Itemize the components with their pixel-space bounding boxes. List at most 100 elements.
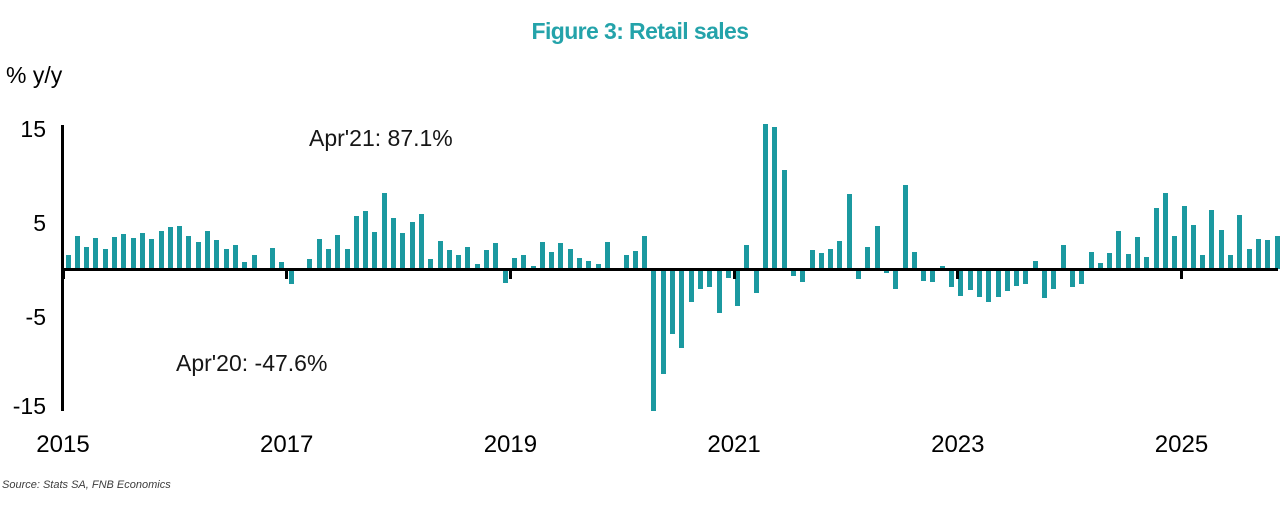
bar-month-130 bbox=[1274, 235, 1280, 270]
bar-month-104 bbox=[1032, 261, 1038, 270]
bar-month-61 bbox=[632, 250, 638, 270]
bar-month-86 bbox=[865, 246, 871, 270]
bar-month-107 bbox=[1060, 245, 1066, 270]
bar-month-7 bbox=[130, 237, 136, 270]
bar-month-16 bbox=[214, 240, 220, 270]
bar-month-89 bbox=[893, 269, 899, 290]
bar-month-56 bbox=[586, 261, 592, 270]
bar-month-54 bbox=[567, 248, 573, 270]
bar-month-27 bbox=[316, 239, 322, 270]
bar-month-52 bbox=[549, 251, 555, 270]
bar-month-19 bbox=[242, 262, 248, 270]
bar-month-120 bbox=[1181, 205, 1187, 270]
bar-month-93 bbox=[930, 269, 936, 282]
bar-month-60 bbox=[623, 255, 629, 270]
bar-month-76 bbox=[772, 126, 778, 270]
bar-month-117 bbox=[1153, 208, 1159, 270]
bar-month-57 bbox=[595, 263, 601, 270]
bar-month-126 bbox=[1237, 215, 1243, 270]
bar-month-4 bbox=[102, 248, 108, 270]
bar-month-80 bbox=[809, 249, 815, 270]
bar-month-79 bbox=[800, 269, 806, 282]
bar-month-103 bbox=[1023, 269, 1029, 284]
bar-month-15 bbox=[205, 231, 210, 270]
bar-month-13 bbox=[186, 235, 192, 270]
bar-month-96 bbox=[958, 269, 964, 296]
bar-month-1 bbox=[74, 235, 80, 270]
bar-month-65 bbox=[670, 269, 675, 335]
bar-month-128 bbox=[1255, 239, 1261, 270]
bar-month-26 bbox=[307, 259, 313, 270]
bar-month-121 bbox=[1190, 225, 1196, 270]
x-tick-mark-2015 bbox=[61, 270, 65, 279]
bar-month-116 bbox=[1144, 257, 1150, 270]
bar-month-51 bbox=[539, 242, 545, 270]
bar-month-77 bbox=[781, 169, 787, 270]
bar-month-129 bbox=[1265, 240, 1271, 270]
bar-month-37 bbox=[409, 221, 415, 270]
bar-month-6 bbox=[121, 233, 127, 270]
bar-month-10 bbox=[158, 231, 164, 270]
bar-month-50 bbox=[530, 265, 536, 270]
chart-title: Figure 3: Retail sales bbox=[531, 18, 749, 44]
bar-month-111 bbox=[1097, 262, 1103, 270]
bar-month-118 bbox=[1162, 193, 1168, 270]
bar-month-95 bbox=[949, 269, 954, 288]
bar-month-55 bbox=[577, 258, 582, 270]
bar-month-42 bbox=[456, 255, 462, 270]
x-tick-label-2017: 2017 bbox=[259, 431, 314, 458]
bar-month-24 bbox=[288, 269, 294, 284]
bar-month-22 bbox=[270, 247, 276, 270]
x-tick-label-2015: 2015 bbox=[36, 431, 90, 458]
x-tick-label-2025: 2025 bbox=[1154, 431, 1209, 458]
bar-month-18 bbox=[232, 245, 238, 270]
bar-month-74 bbox=[753, 269, 759, 293]
bar-month-3 bbox=[93, 237, 99, 270]
bar-month-113 bbox=[1116, 231, 1122, 270]
bar-month-70 bbox=[716, 269, 722, 313]
bar-month-125 bbox=[1228, 254, 1233, 270]
bar-month-100 bbox=[995, 269, 1001, 297]
bar-month-62 bbox=[642, 235, 648, 270]
bar-month-66 bbox=[679, 269, 685, 348]
bar-month-94 bbox=[939, 265, 945, 270]
annotation-apr21-peak: Apr'21: 87.1% bbox=[309, 125, 453, 151]
bar-month-122 bbox=[1200, 254, 1206, 270]
x-tick-label-2019: 2019 bbox=[483, 431, 538, 458]
bar-month-105 bbox=[1042, 269, 1047, 298]
bar-month-45 bbox=[484, 249, 489, 270]
bar-month-47 bbox=[502, 269, 508, 283]
y-axis-line bbox=[61, 125, 64, 411]
bar-month-68 bbox=[697, 269, 703, 290]
bar-month-20 bbox=[251, 255, 257, 270]
bar-month-91 bbox=[911, 251, 917, 270]
x-tick-mark-2025 bbox=[1180, 270, 1183, 279]
bar-month-31 bbox=[353, 215, 359, 270]
x-tick-label-2023: 2023 bbox=[931, 431, 985, 458]
bar-month-109 bbox=[1079, 269, 1085, 284]
bar-month-48 bbox=[511, 258, 517, 270]
bar-month-87 bbox=[874, 226, 880, 270]
bar-month-49 bbox=[521, 255, 527, 270]
bar-month-38 bbox=[418, 214, 424, 270]
annotation-apr20-trough: Apr'20: -47.6% bbox=[176, 350, 328, 376]
bar-month-32 bbox=[363, 211, 369, 270]
bar-month-73 bbox=[744, 245, 750, 270]
bar-month-127 bbox=[1246, 248, 1252, 270]
bar-month-29 bbox=[335, 234, 341, 270]
bar-month-12 bbox=[177, 226, 183, 270]
bar-month-44 bbox=[474, 263, 480, 270]
y-tick-label-neg5: -5 bbox=[25, 304, 46, 330]
bar-month-81 bbox=[818, 252, 824, 270]
bar-month-72 bbox=[735, 269, 741, 307]
x-tick-mark-2017 bbox=[285, 270, 289, 279]
bar-month-2 bbox=[84, 246, 90, 270]
bar-month-115 bbox=[1135, 236, 1140, 270]
bar-month-17 bbox=[223, 248, 229, 270]
x-tick-label-2021: 2021 bbox=[707, 431, 761, 458]
y-tick-label-neg15: -15 bbox=[12, 393, 46, 419]
bar-month-84 bbox=[846, 194, 852, 270]
bar-month-99 bbox=[986, 269, 992, 302]
bar-month-112 bbox=[1107, 252, 1113, 270]
bar-month-39 bbox=[428, 259, 434, 270]
